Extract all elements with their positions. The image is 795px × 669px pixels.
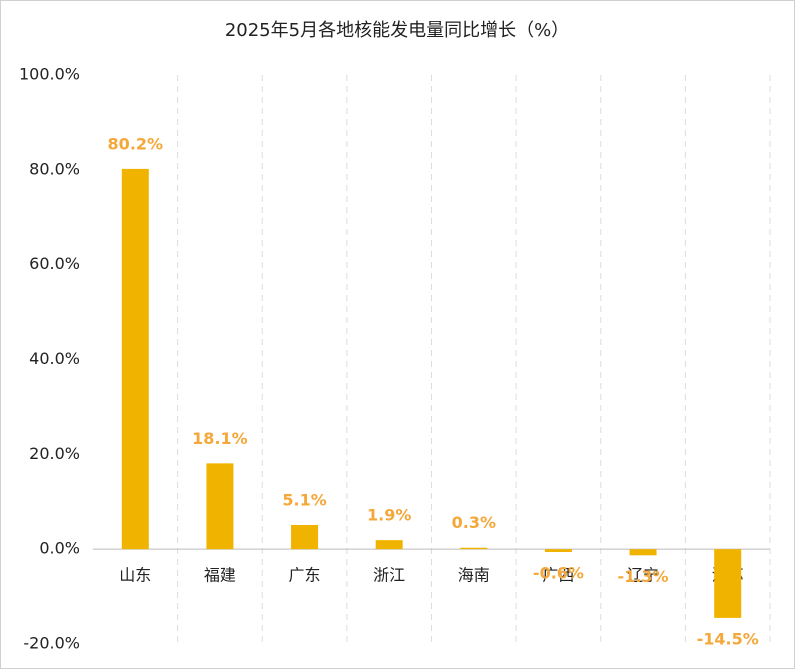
x-tick-label: 山东 [119,566,151,585]
bar [121,168,149,550]
value-label: 5.1% [282,490,326,509]
y-tick-label: 80.0% [29,159,80,178]
value-label: -14.5% [697,629,759,648]
value-label: -0.6% [533,564,584,583]
bar [206,463,234,550]
y-tick-label: 40.0% [29,349,80,368]
value-label: 80.2% [108,134,164,153]
value-label: 0.3% [452,513,496,532]
x-tick-label: 广西 [542,566,574,585]
x-tick-label: 福建 [204,566,236,585]
y-tick-label: 60.0% [29,254,80,273]
x-tick-label: 辽宁 [627,566,659,585]
bar [714,549,742,618]
y-tick-label: 100.0% [19,65,80,84]
value-label: -1.3% [618,567,669,586]
x-tick-label: 广东 [289,566,321,585]
chart-title: 2025年5月各地核能发电量同比增长（%） [225,20,569,41]
value-label: 18.1% [192,429,248,448]
bar [375,540,403,550]
bar [460,547,488,550]
bar [544,549,572,553]
bar [629,549,657,556]
y-tick-label: -20.0% [23,634,80,653]
value-label: 1.9% [367,506,411,525]
x-tick-label: 浙江 [373,566,405,585]
x-tick-label: 海南 [458,566,490,585]
y-tick-label: 0.0% [39,539,80,558]
bar [291,524,319,550]
y-tick-label: 20.0% [29,444,80,463]
